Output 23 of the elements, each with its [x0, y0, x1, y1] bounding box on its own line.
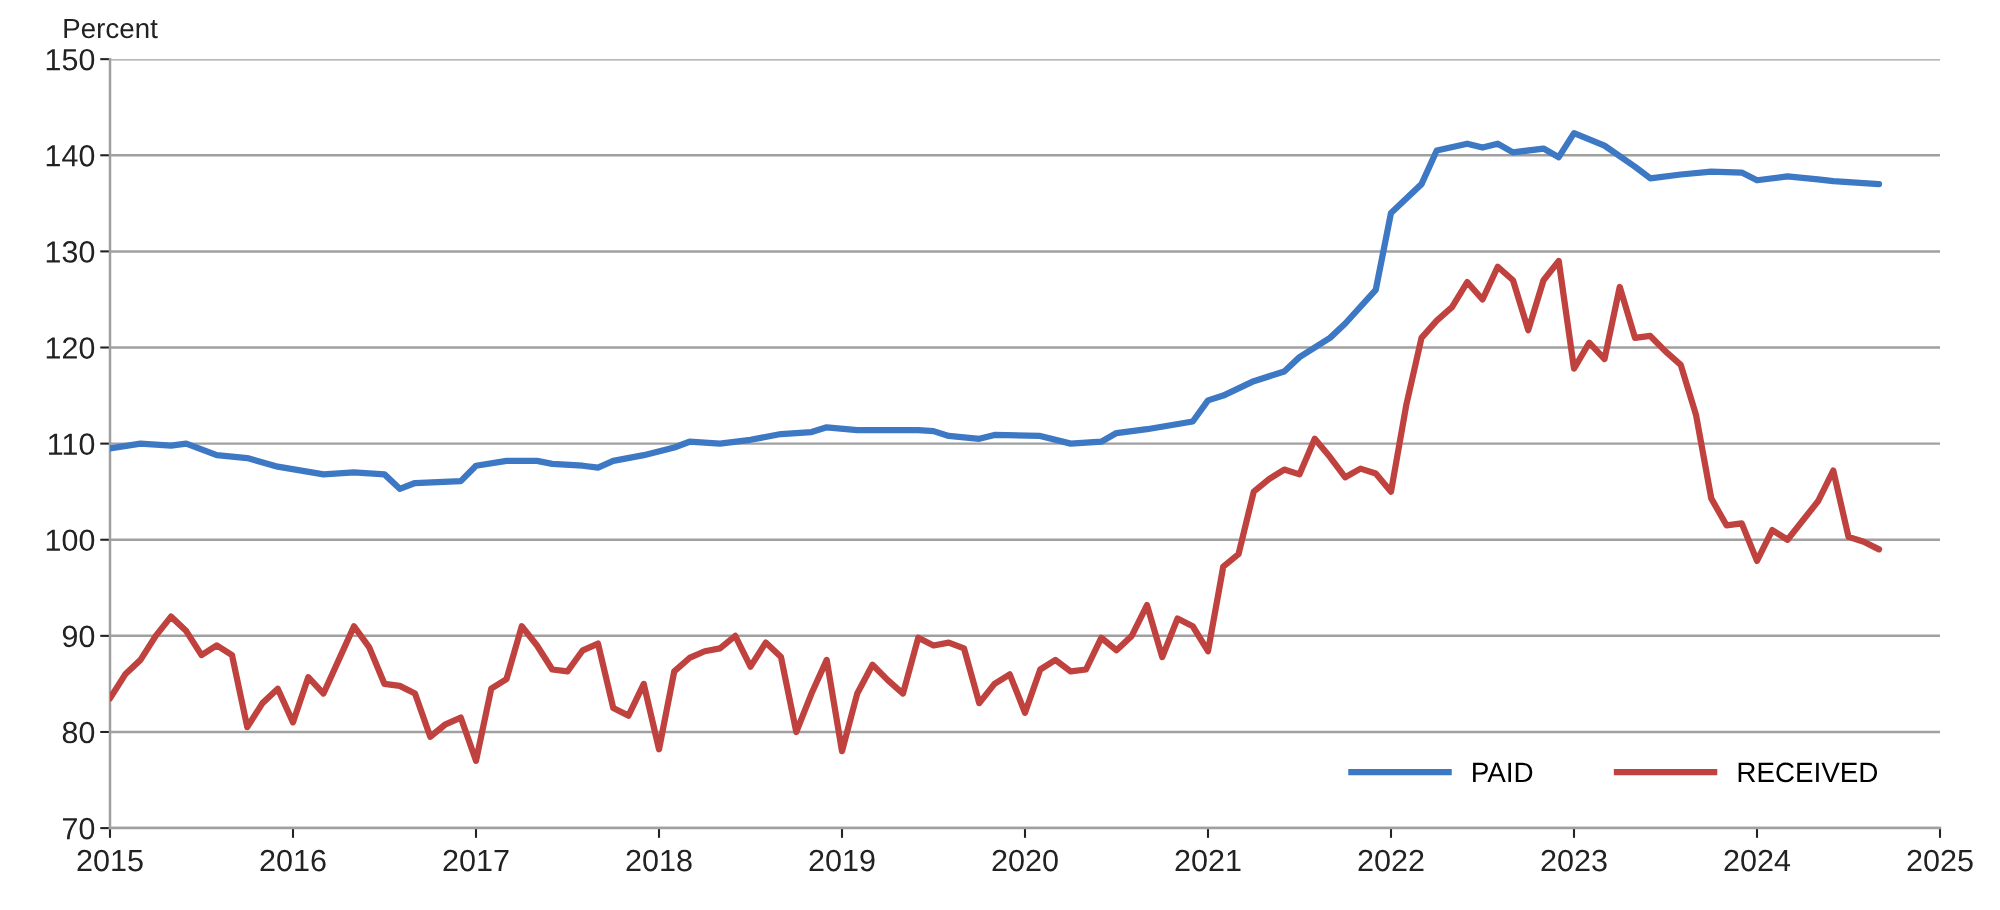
y-tick-label: 150: [46, 48, 95, 71]
y-tick-label: 70: [63, 817, 95, 840]
y-tick-label: 140: [46, 145, 95, 167]
y-tick-label: 100: [46, 529, 95, 552]
x-tick-label: 2023: [1541, 849, 1607, 872]
x-tick-label: 2022: [1358, 849, 1424, 872]
x-tick-label: 2020: [992, 849, 1058, 872]
legend-label: RECEIVED: [1738, 762, 1878, 783]
x-tick-label: 2019: [809, 849, 875, 872]
x-tick-label: 2025: [1907, 849, 1973, 872]
y-tick-label: 80: [62, 721, 95, 744]
y-tick-label: 90: [62, 625, 95, 648]
x-tick-label: 2021: [1175, 849, 1241, 872]
x-tick-label: 2016: [260, 849, 326, 872]
y-tick-label: 130: [46, 241, 95, 263]
y-axis-title: Percent: [64, 18, 158, 39]
y-tick-label: 110: [49, 433, 95, 455]
x-tick-label: 2024: [1724, 849, 1791, 872]
y-tick-label: 120: [46, 337, 95, 359]
x-tick-label: 2015: [77, 849, 143, 872]
legend-label: PAID: [1473, 762, 1533, 782]
x-tick-label: 2017: [443, 849, 509, 872]
x-tick-label: 2018: [626, 849, 692, 872]
